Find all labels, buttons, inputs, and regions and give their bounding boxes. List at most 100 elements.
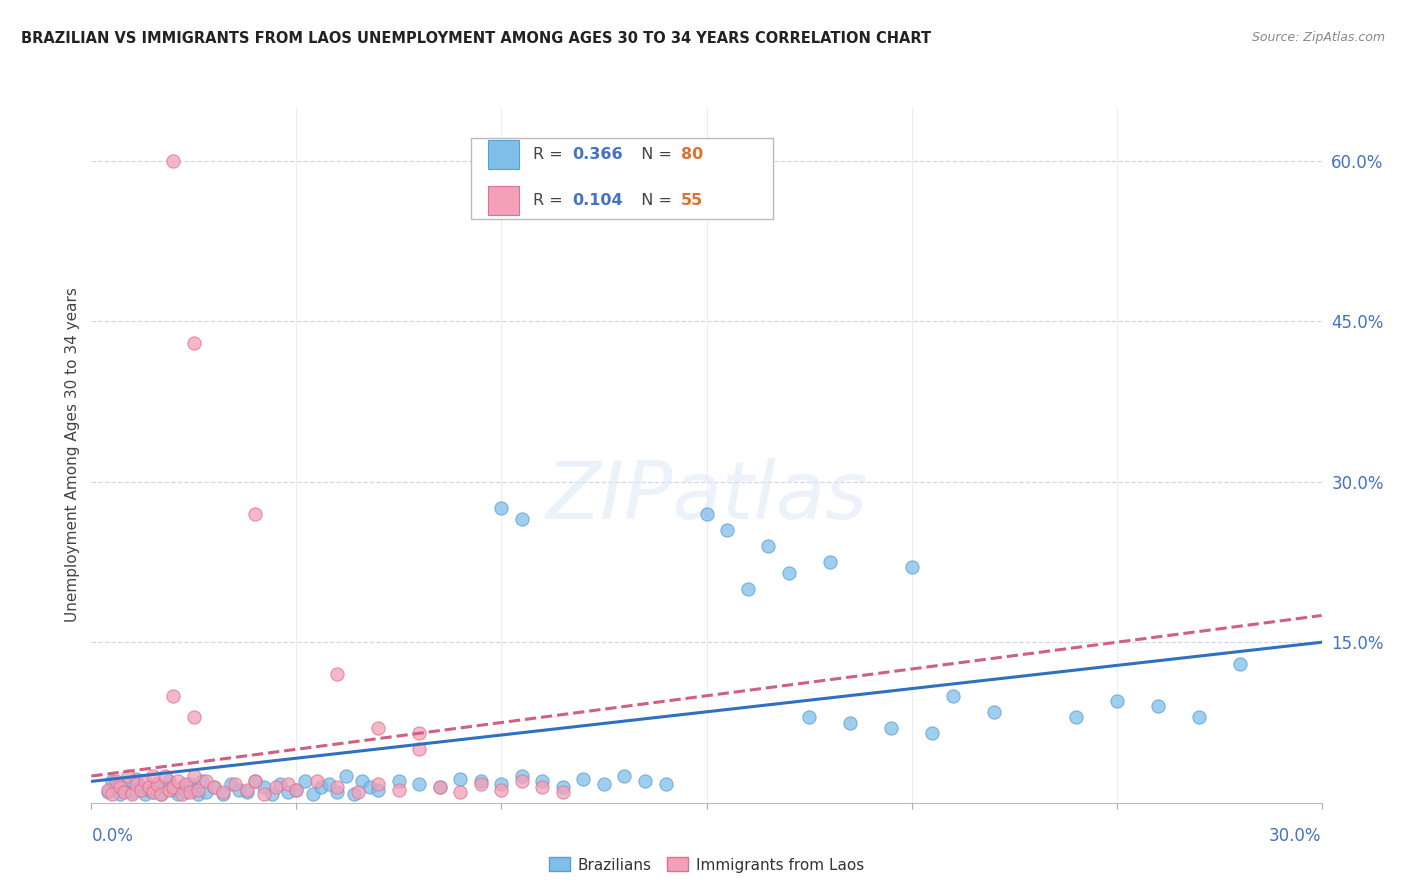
Point [359, 780, 381, 794]
Point [839, 715, 862, 730]
Point [551, 780, 574, 794]
Point [174, 785, 197, 799]
Point [408, 742, 430, 756]
Point [470, 774, 492, 789]
Text: 0.0%: 0.0% [91, 827, 134, 845]
Point [634, 774, 657, 789]
Point [756, 539, 779, 553]
Text: ZIPatlas: ZIPatlas [546, 458, 868, 536]
Point [491, 776, 513, 790]
Point [202, 780, 225, 794]
Point [367, 783, 389, 797]
Point [1229, 657, 1251, 671]
Point [162, 783, 184, 797]
Point [125, 776, 148, 790]
Text: N =: N = [631, 193, 678, 208]
Point [142, 769, 165, 783]
Point [326, 785, 349, 799]
Point [142, 785, 165, 799]
Point [264, 780, 287, 794]
Point [187, 783, 209, 797]
Y-axis label: Unemployment Among Ages 30 to 34 years: Unemployment Among Ages 30 to 34 years [65, 287, 80, 623]
Point [219, 776, 242, 790]
Point [343, 787, 366, 801]
Point [101, 787, 124, 801]
Point [166, 774, 188, 789]
Point [97, 783, 120, 797]
Point [388, 774, 411, 789]
Point [153, 780, 177, 794]
Text: 30.0%: 30.0% [1270, 827, 1322, 845]
Point [121, 785, 143, 799]
Point [1064, 710, 1087, 724]
Point [531, 774, 554, 789]
Point [318, 776, 340, 790]
Point [818, 555, 841, 569]
Point [183, 710, 205, 724]
Text: R =: R = [533, 193, 568, 208]
Point [277, 785, 299, 799]
Point [510, 512, 533, 526]
Point [174, 776, 197, 790]
Point [880, 721, 903, 735]
Point [253, 780, 276, 794]
Point [125, 772, 148, 787]
Point [326, 667, 349, 681]
Point [129, 783, 152, 797]
Point [153, 769, 177, 783]
Point [778, 566, 800, 580]
Point [202, 780, 225, 794]
Point [491, 501, 513, 516]
Point [367, 776, 389, 790]
Point [146, 776, 169, 790]
Point [117, 769, 139, 783]
Text: 0.104: 0.104 [572, 193, 623, 208]
Point [367, 721, 389, 735]
Point [408, 776, 430, 790]
Point [326, 780, 349, 794]
Legend: Brazilians, Immigrants from Laos: Brazilians, Immigrants from Laos [543, 851, 870, 879]
Point [166, 787, 188, 801]
Point [449, 785, 471, 799]
Point [510, 769, 533, 783]
Point [1146, 699, 1168, 714]
Point [157, 774, 180, 789]
Point [112, 783, 135, 797]
Point [429, 780, 451, 794]
Text: 0.366: 0.366 [572, 147, 623, 161]
Text: 55: 55 [681, 193, 703, 208]
Point [105, 780, 127, 794]
Point [942, 689, 965, 703]
Point [269, 776, 291, 790]
Point [138, 783, 160, 797]
Point [551, 785, 574, 799]
Point [105, 774, 127, 789]
Point [245, 774, 267, 789]
Point [301, 787, 323, 801]
Point [921, 726, 943, 740]
Point [285, 783, 308, 797]
Point [294, 774, 316, 789]
Text: BRAZILIAN VS IMMIGRANTS FROM LAOS UNEMPLOYMENT AMONG AGES 30 TO 34 YEARS CORRELA: BRAZILIAN VS IMMIGRANTS FROM LAOS UNEMPL… [21, 31, 931, 46]
Point [112, 785, 135, 799]
Point [179, 776, 201, 790]
Point [388, 783, 411, 797]
Point [737, 582, 759, 596]
Point [309, 780, 332, 794]
Point [195, 774, 218, 789]
Point [593, 776, 616, 790]
Point [654, 776, 676, 790]
Point [183, 769, 205, 783]
Point [245, 507, 267, 521]
Point [211, 787, 233, 801]
Text: N =: N = [631, 147, 678, 161]
Point [716, 523, 738, 537]
Point [228, 783, 250, 797]
Point [347, 785, 370, 799]
Text: R =: R = [533, 147, 568, 161]
Point [224, 776, 246, 790]
Point [101, 774, 124, 789]
Point [613, 769, 636, 783]
Point [157, 783, 180, 797]
Point [108, 787, 131, 801]
